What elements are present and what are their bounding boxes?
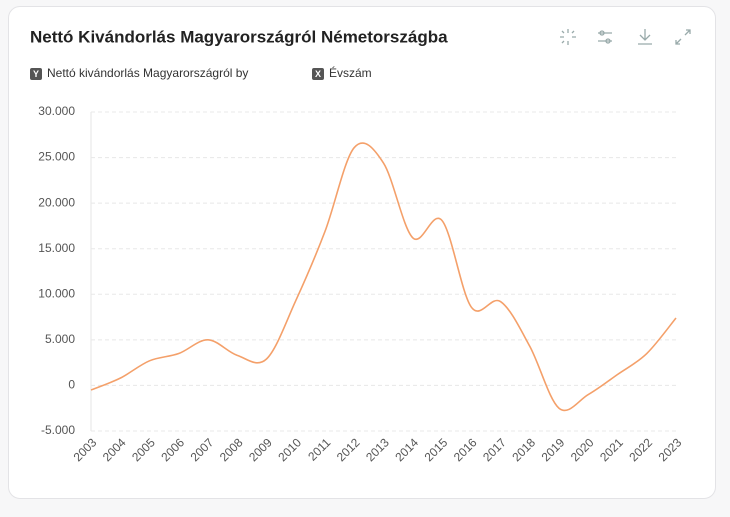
x-tick-label: 2016: [451, 435, 480, 464]
x-tick-label: 2003: [71, 435, 100, 464]
legend-text: Nettó kivándorlás Magyarországról by: [47, 66, 248, 80]
x-tick-label: 2013: [363, 435, 392, 464]
settings-button[interactable]: [598, 30, 612, 44]
x-tick-label: 2023: [656, 435, 685, 464]
x-tick-label: 2006: [158, 435, 187, 464]
data-line: [90, 142, 677, 412]
y-tick-label: 30.000: [38, 104, 75, 118]
chart-card: [8, 6, 716, 499]
fullscreen-button[interactable]: [675, 29, 691, 45]
x-tick-label: 2014: [392, 435, 421, 464]
x-tick-label: 2021: [597, 435, 626, 464]
y-tick-label: 10.000: [38, 286, 75, 300]
toolbar: [560, 29, 691, 45]
chart-title: Nettó Kivándorlás Magyarországról Németo…: [30, 27, 448, 46]
y-tick-label: 15.000: [38, 241, 75, 255]
x-tick-label: 2022: [626, 435, 655, 464]
legend-badge: [30, 68, 42, 80]
y-tick-label: 25.000: [38, 150, 75, 164]
refresh-button[interactable]: [560, 29, 576, 45]
legend-text: Évszám: [329, 65, 372, 80]
x-tick-label: 2015: [422, 435, 451, 464]
legend-badge-text: Y: [33, 69, 39, 79]
y-tick-label: 20.000: [38, 195, 75, 209]
x-tick-label: 2007: [188, 435, 217, 464]
y-tick-label: -5.000: [41, 423, 75, 437]
x-tick-label: 2010: [275, 435, 304, 464]
x-tick-label: 2012: [334, 435, 363, 464]
x-tick-label: 2017: [480, 435, 509, 464]
x-tick-label: 2005: [129, 435, 158, 464]
x-tick-label: 2004: [100, 435, 129, 464]
legend-badge: [312, 68, 324, 80]
x-tick-label: 2020: [568, 435, 597, 464]
x-tick-label: 2011: [305, 435, 333, 463]
download-button[interactable]: [638, 29, 652, 45]
y-tick-label: 0: [68, 378, 75, 392]
x-tick-label: 2019: [539, 435, 568, 464]
x-tick-label: 2008: [217, 435, 246, 464]
legend-badge-text: X: [315, 69, 321, 79]
x-tick-label: 2018: [509, 435, 538, 464]
y-tick-label: 5.000: [45, 332, 75, 346]
x-tick-label: 2009: [246, 435, 275, 464]
